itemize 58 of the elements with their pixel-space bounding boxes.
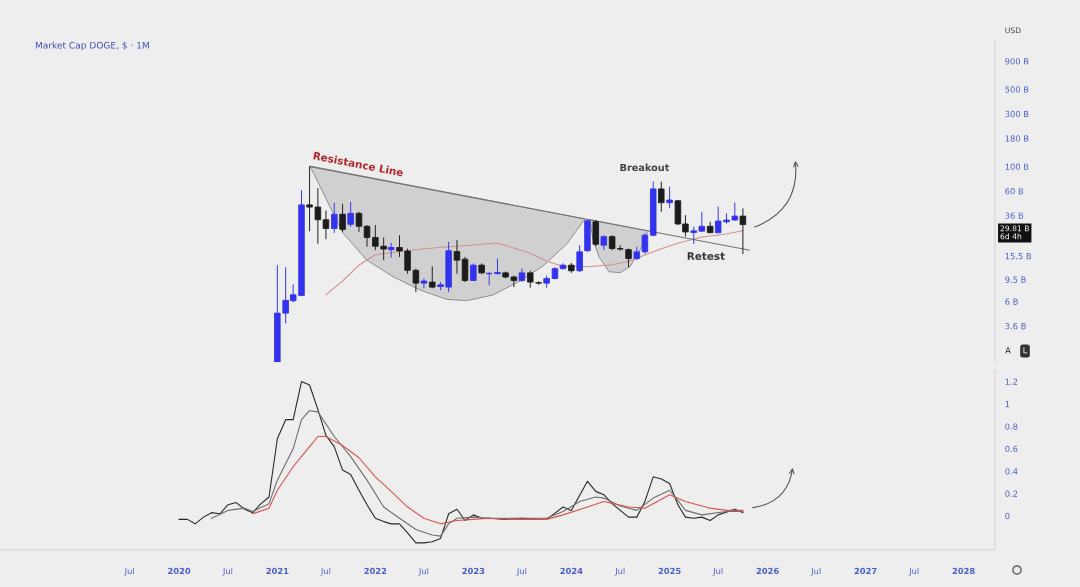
y-tick-label: 0.2 [1005, 490, 1018, 497]
candlestick [420, 277, 428, 289]
annotation: Breakout [620, 163, 670, 172]
x-tick-label: Jul [614, 567, 625, 576]
x-tick-label: Jul [516, 567, 527, 576]
candlestick [339, 203, 346, 233]
y-tick-label: 1.2 [1005, 378, 1018, 385]
y-tick-label: 60 B [1005, 188, 1024, 195]
candlestick [592, 219, 600, 247]
line-series [178, 381, 744, 544]
candlestick [739, 207, 747, 255]
x-tick-label: 2028 [952, 567, 975, 575]
text: L [1023, 347, 1028, 354]
x-tick-label: 2020 [168, 567, 191, 575]
y-tick-label: 9.5 B [1005, 276, 1026, 283]
x-tick-label: Jul [712, 567, 723, 576]
candlestick [347, 201, 354, 228]
candlestick [363, 224, 371, 248]
x-tick-label: 2025 [658, 567, 681, 575]
line-series [211, 410, 744, 537]
line-series [325, 230, 744, 296]
x-tick-label: 2027 [854, 567, 877, 575]
x-tick-label: Jul [222, 567, 233, 576]
x-tick-label: 2024 [560, 567, 583, 575]
y-tick-label: 0.4 [1005, 468, 1018, 475]
candlestick [576, 244, 583, 273]
x-tick-label: 2023 [462, 567, 485, 575]
candlestick [355, 211, 363, 233]
candlestick [666, 186, 673, 209]
x-tick-label: 2026 [756, 567, 779, 575]
x-tick-label: Jul [810, 567, 821, 576]
candlestick [453, 239, 461, 275]
y-tick-label: 3.6 B [1005, 322, 1026, 330]
y-tick-label: 180 B [1005, 135, 1029, 142]
y-tick-label: 6 B [1005, 298, 1018, 305]
candlestick [461, 256, 469, 283]
x-tick-label: Jul [124, 567, 134, 576]
y-tick-label: 0 [1005, 512, 1010, 520]
chart-title: Market Cap DOGE, $ · 1M [35, 41, 149, 51]
text: A [1005, 347, 1011, 354]
line-series [252, 435, 744, 525]
y-tick-label: 0.6 [1005, 445, 1018, 453]
y-tick-label: 900 B [1005, 58, 1029, 65]
y-tick-label: 0.8 [1005, 423, 1018, 430]
y-tick-label: 100 B [1005, 163, 1029, 170]
y-tick-label: 1 [1005, 401, 1010, 408]
x-tick-label: 2022 [364, 567, 387, 575]
annotation: Retest [687, 252, 725, 261]
x-tick-label: 2021 [266, 567, 289, 575]
y-tick-label: 500 B [1005, 86, 1029, 93]
y-tick-label: 300 B [1005, 110, 1029, 118]
candlestick [658, 181, 665, 213]
x-tick-label: Jul [908, 567, 919, 576]
y-tick-label: 36 B [1005, 212, 1024, 219]
candlestick [331, 202, 338, 234]
x-tick-label: Jul [418, 567, 429, 576]
x-tick-label: Jul [320, 567, 331, 576]
y-tick-label: 15.5 B [1005, 253, 1032, 260]
